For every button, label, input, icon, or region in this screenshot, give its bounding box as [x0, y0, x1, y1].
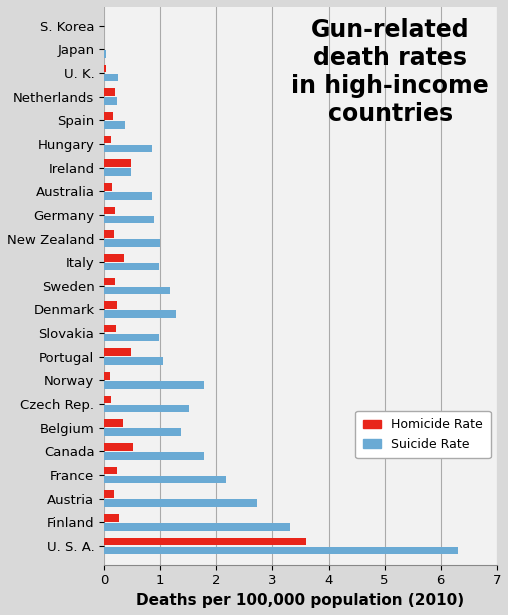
Bar [104, 216, 153, 223]
X-axis label: Deaths per 100,000 population (2010): Deaths per 100,000 population (2010) [137, 593, 464, 608]
Legend: Homicide Rate, Suicide Rate: Homicide Rate, Suicide Rate [355, 411, 491, 458]
Bar [104, 239, 160, 247]
Bar [104, 310, 176, 318]
Bar [104, 192, 152, 200]
Bar [104, 136, 111, 143]
Bar [104, 349, 131, 356]
Bar [104, 452, 204, 459]
Bar [104, 50, 106, 58]
Bar [104, 183, 112, 191]
Bar [104, 443, 133, 451]
Bar [104, 159, 131, 167]
Bar [104, 287, 170, 294]
Bar [104, 499, 257, 507]
Bar [104, 372, 110, 379]
Bar [104, 429, 181, 436]
Bar [104, 523, 291, 531]
Bar [104, 301, 116, 309]
Bar [104, 419, 122, 427]
Bar [104, 89, 115, 96]
Bar [104, 396, 111, 403]
Bar [104, 145, 152, 153]
Bar [104, 263, 158, 271]
Bar [104, 65, 106, 73]
Bar [104, 97, 117, 105]
Bar [104, 475, 227, 483]
Bar [104, 169, 131, 176]
Bar [104, 277, 115, 285]
Bar [104, 74, 118, 81]
Bar [104, 405, 189, 412]
Bar [104, 357, 163, 365]
Bar [104, 334, 158, 341]
Bar [104, 490, 114, 498]
Bar [104, 325, 116, 333]
Bar [104, 112, 113, 120]
Bar [104, 381, 204, 389]
Bar [104, 254, 124, 261]
Bar [104, 467, 116, 474]
Bar [104, 230, 114, 238]
Text: Gun-related
death rates
in high-income
countries: Gun-related death rates in high-income c… [291, 18, 489, 125]
Bar [104, 207, 115, 214]
Bar [104, 514, 119, 522]
Bar [104, 538, 306, 545]
Bar [104, 121, 125, 129]
Bar [104, 547, 458, 554]
